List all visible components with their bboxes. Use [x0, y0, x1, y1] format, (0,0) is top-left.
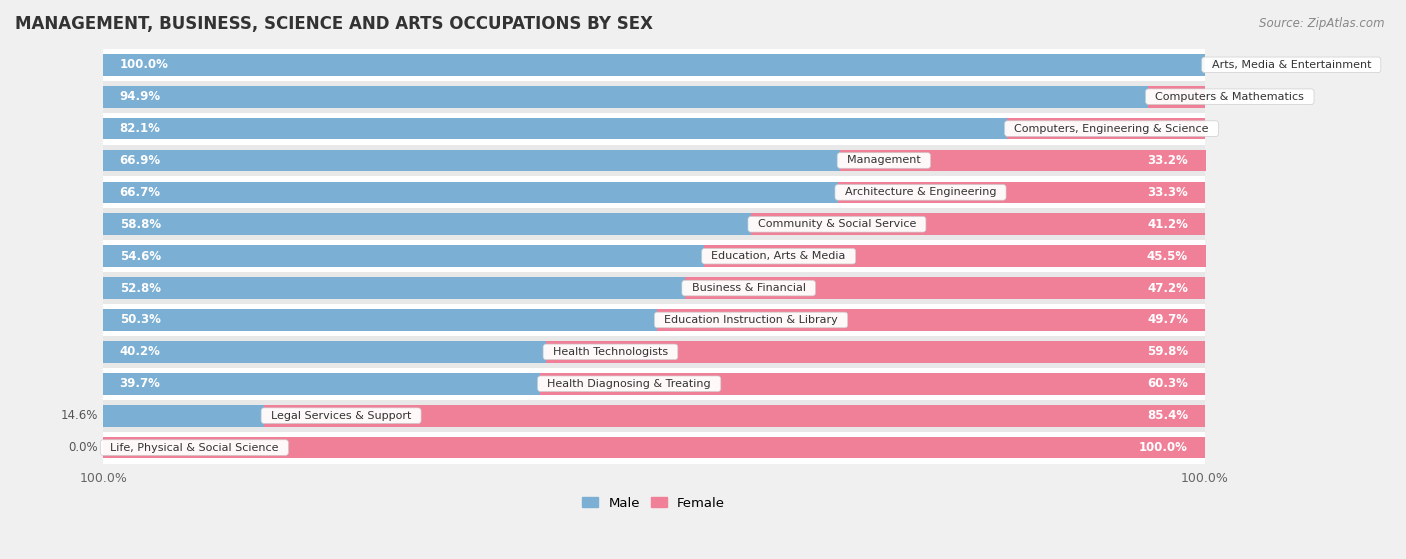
Bar	[103, 341, 546, 363]
Text: 66.7%: 66.7%	[120, 186, 160, 199]
Bar	[103, 177, 1205, 209]
Bar	[103, 86, 1149, 107]
Text: 14.6%: 14.6%	[60, 409, 97, 422]
Text: 0.0%: 0.0%	[1211, 58, 1240, 72]
Text: 59.8%: 59.8%	[1147, 345, 1188, 358]
Bar	[103, 150, 839, 172]
Text: 40.2%: 40.2%	[120, 345, 160, 358]
Bar	[540, 373, 1205, 395]
Text: Management: Management	[839, 155, 928, 165]
Text: 17.9%: 17.9%	[1147, 122, 1188, 135]
Text: Arts, Media & Entertainment: Arts, Media & Entertainment	[1205, 60, 1378, 70]
Legend: Male, Female: Male, Female	[576, 491, 731, 515]
Text: Education, Arts & Media: Education, Arts & Media	[704, 251, 853, 261]
Bar	[103, 214, 751, 235]
Text: Architecture & Engineering: Architecture & Engineering	[838, 187, 1004, 197]
Text: 82.1%: 82.1%	[120, 122, 160, 135]
Text: 33.3%: 33.3%	[1147, 186, 1188, 199]
Bar	[751, 214, 1205, 235]
Text: 47.2%: 47.2%	[1147, 282, 1188, 295]
Text: 50.3%: 50.3%	[120, 314, 160, 326]
Bar	[103, 336, 1205, 368]
Bar	[103, 245, 704, 267]
Bar	[838, 182, 1205, 203]
Text: Source: ZipAtlas.com: Source: ZipAtlas.com	[1260, 17, 1385, 30]
Text: Computers, Engineering & Science: Computers, Engineering & Science	[1007, 124, 1216, 134]
Text: 60.3%: 60.3%	[1147, 377, 1188, 390]
Bar	[103, 373, 540, 395]
Text: Life, Physical & Social Science: Life, Physical & Social Science	[103, 443, 285, 453]
Bar	[103, 405, 264, 427]
Text: 49.7%: 49.7%	[1147, 314, 1188, 326]
Bar	[103, 54, 1205, 75]
Text: Health Technologists: Health Technologists	[546, 347, 675, 357]
Bar	[103, 400, 1205, 432]
Text: 58.8%: 58.8%	[120, 218, 160, 231]
Bar	[704, 245, 1205, 267]
Text: 100.0%: 100.0%	[120, 58, 169, 72]
Text: 5.1%: 5.1%	[1211, 90, 1240, 103]
Bar	[103, 145, 1205, 177]
Text: 85.4%: 85.4%	[1147, 409, 1188, 422]
Text: Business & Financial: Business & Financial	[685, 283, 813, 293]
Bar	[839, 150, 1205, 172]
Text: Education Instruction & Library: Education Instruction & Library	[657, 315, 845, 325]
Text: Legal Services & Support: Legal Services & Support	[264, 411, 419, 421]
Bar	[103, 113, 1205, 145]
Bar	[103, 182, 838, 203]
Bar	[103, 80, 1205, 113]
Bar	[103, 309, 657, 331]
Text: 94.9%: 94.9%	[120, 90, 160, 103]
Bar	[264, 405, 1205, 427]
Bar	[103, 304, 1205, 336]
Text: 39.7%: 39.7%	[120, 377, 160, 390]
Bar	[546, 341, 1205, 363]
Text: Computers & Mathematics: Computers & Mathematics	[1149, 92, 1312, 102]
Bar	[103, 272, 1205, 304]
Text: 0.0%: 0.0%	[67, 441, 97, 454]
Text: 41.2%: 41.2%	[1147, 218, 1188, 231]
Bar	[103, 209, 1205, 240]
Text: MANAGEMENT, BUSINESS, SCIENCE AND ARTS OCCUPATIONS BY SEX: MANAGEMENT, BUSINESS, SCIENCE AND ARTS O…	[15, 15, 652, 33]
Text: 66.9%: 66.9%	[120, 154, 160, 167]
Bar	[657, 309, 1205, 331]
Bar	[103, 368, 1205, 400]
Text: Community & Social Service: Community & Social Service	[751, 219, 924, 229]
Text: 52.8%: 52.8%	[120, 282, 160, 295]
Bar	[103, 432, 1205, 463]
Bar	[1007, 118, 1205, 139]
Bar	[1149, 86, 1205, 107]
Text: 100.0%: 100.0%	[1139, 441, 1188, 454]
Text: 33.2%: 33.2%	[1147, 154, 1188, 167]
Text: 45.5%: 45.5%	[1147, 250, 1188, 263]
Bar	[103, 437, 1205, 458]
Bar	[103, 240, 1205, 272]
Bar	[103, 49, 1205, 80]
Bar	[685, 277, 1205, 299]
Text: 54.6%: 54.6%	[120, 250, 160, 263]
Bar	[103, 118, 1007, 139]
Text: Health Diagnosing & Treating: Health Diagnosing & Treating	[540, 379, 718, 389]
Bar	[103, 277, 685, 299]
